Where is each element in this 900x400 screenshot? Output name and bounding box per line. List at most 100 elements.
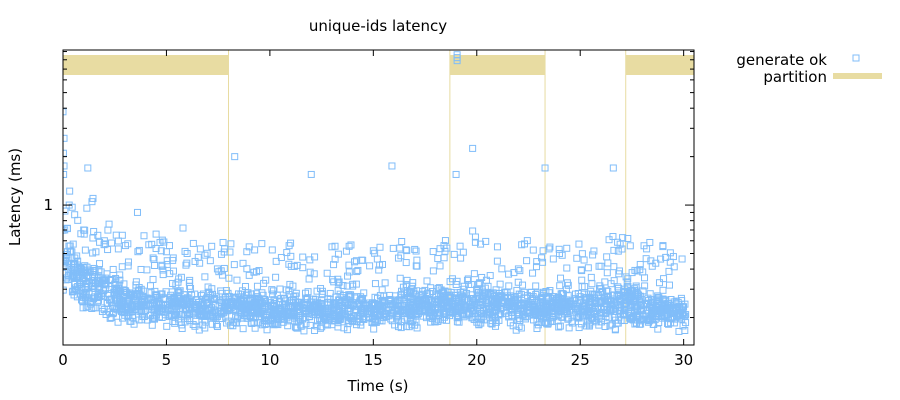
data-point bbox=[80, 226, 88, 234]
data-point bbox=[399, 305, 407, 313]
data-point bbox=[118, 307, 126, 315]
data-point bbox=[638, 316, 646, 324]
data-point bbox=[523, 237, 531, 245]
data-point bbox=[124, 240, 132, 248]
data-point bbox=[306, 268, 314, 276]
data-point bbox=[610, 263, 618, 271]
data-point bbox=[438, 296, 446, 304]
data-point bbox=[181, 247, 189, 255]
data-point bbox=[343, 326, 351, 334]
data-point bbox=[310, 270, 318, 278]
data-point bbox=[388, 162, 396, 170]
data-point bbox=[665, 267, 673, 275]
data-point bbox=[476, 298, 484, 306]
data-point bbox=[458, 295, 466, 303]
data-point bbox=[454, 312, 462, 320]
data-point bbox=[103, 299, 111, 307]
data-point bbox=[340, 324, 348, 332]
data-point bbox=[625, 308, 633, 316]
data-point bbox=[89, 268, 97, 276]
data-point bbox=[466, 310, 474, 318]
y-axis: 1 bbox=[43, 51, 694, 319]
data-point bbox=[151, 304, 159, 312]
data-point bbox=[366, 262, 374, 270]
data-point bbox=[192, 317, 200, 325]
data-point bbox=[540, 290, 548, 298]
data-point bbox=[294, 303, 302, 311]
data-point bbox=[601, 296, 609, 304]
data-point bbox=[601, 278, 609, 286]
data-point bbox=[604, 287, 612, 295]
data-point bbox=[416, 303, 424, 311]
data-point bbox=[183, 259, 191, 267]
data-point bbox=[660, 275, 668, 283]
data-point bbox=[452, 170, 460, 178]
data-point bbox=[150, 255, 158, 263]
data-point bbox=[457, 254, 465, 262]
data-point bbox=[590, 247, 598, 255]
data-point bbox=[219, 238, 227, 246]
data-point bbox=[96, 260, 104, 268]
legend: generate ok partition bbox=[736, 51, 882, 86]
data-point bbox=[481, 289, 489, 297]
data-point bbox=[146, 282, 154, 290]
x-tick-label: 0 bbox=[58, 351, 68, 369]
data-point bbox=[330, 314, 338, 322]
data-point bbox=[159, 271, 167, 279]
data-point bbox=[289, 282, 297, 290]
data-point bbox=[591, 300, 599, 308]
data-point bbox=[557, 274, 565, 282]
data-point bbox=[73, 252, 81, 260]
data-point bbox=[150, 306, 158, 314]
data-point bbox=[104, 226, 112, 234]
data-point bbox=[427, 308, 435, 316]
data-point bbox=[646, 290, 654, 298]
data-point bbox=[152, 291, 160, 299]
data-point bbox=[186, 310, 194, 318]
data-point bbox=[621, 292, 629, 300]
data-point bbox=[545, 245, 553, 253]
data-point bbox=[514, 278, 522, 286]
data-point bbox=[279, 318, 287, 326]
data-point bbox=[177, 318, 185, 326]
data-point bbox=[293, 298, 301, 306]
data-point bbox=[227, 240, 235, 248]
data-point bbox=[557, 290, 565, 298]
data-point bbox=[573, 254, 581, 262]
data-point bbox=[68, 265, 76, 273]
data-point bbox=[403, 247, 411, 255]
x-axis: 0 5 10 15 20 25 30 bbox=[58, 50, 693, 369]
data-point bbox=[378, 286, 386, 294]
data-point bbox=[227, 321, 235, 329]
data-point bbox=[105, 220, 113, 228]
data-point bbox=[258, 308, 266, 316]
data-point bbox=[370, 325, 378, 333]
data-point bbox=[441, 287, 449, 295]
data-point bbox=[554, 311, 562, 319]
data-point bbox=[317, 285, 325, 293]
data-point bbox=[306, 321, 314, 329]
data-point bbox=[287, 252, 295, 260]
data-point bbox=[159, 266, 167, 274]
data-point bbox=[402, 259, 410, 267]
data-point bbox=[324, 321, 332, 329]
data-point bbox=[99, 292, 107, 300]
data-point bbox=[391, 321, 399, 329]
data-point bbox=[83, 204, 91, 212]
data-point bbox=[464, 275, 472, 283]
data-point bbox=[468, 314, 476, 322]
data-point bbox=[85, 268, 93, 276]
data-point bbox=[619, 234, 627, 242]
data-point bbox=[587, 309, 595, 317]
data-point bbox=[453, 313, 461, 321]
data-point bbox=[118, 231, 126, 239]
data-point bbox=[204, 311, 212, 319]
data-point bbox=[397, 252, 405, 260]
data-point bbox=[118, 263, 126, 271]
data-point bbox=[601, 323, 609, 331]
data-point bbox=[116, 276, 124, 284]
data-point bbox=[68, 288, 76, 296]
data-point bbox=[345, 261, 353, 269]
data-point bbox=[268, 286, 276, 294]
